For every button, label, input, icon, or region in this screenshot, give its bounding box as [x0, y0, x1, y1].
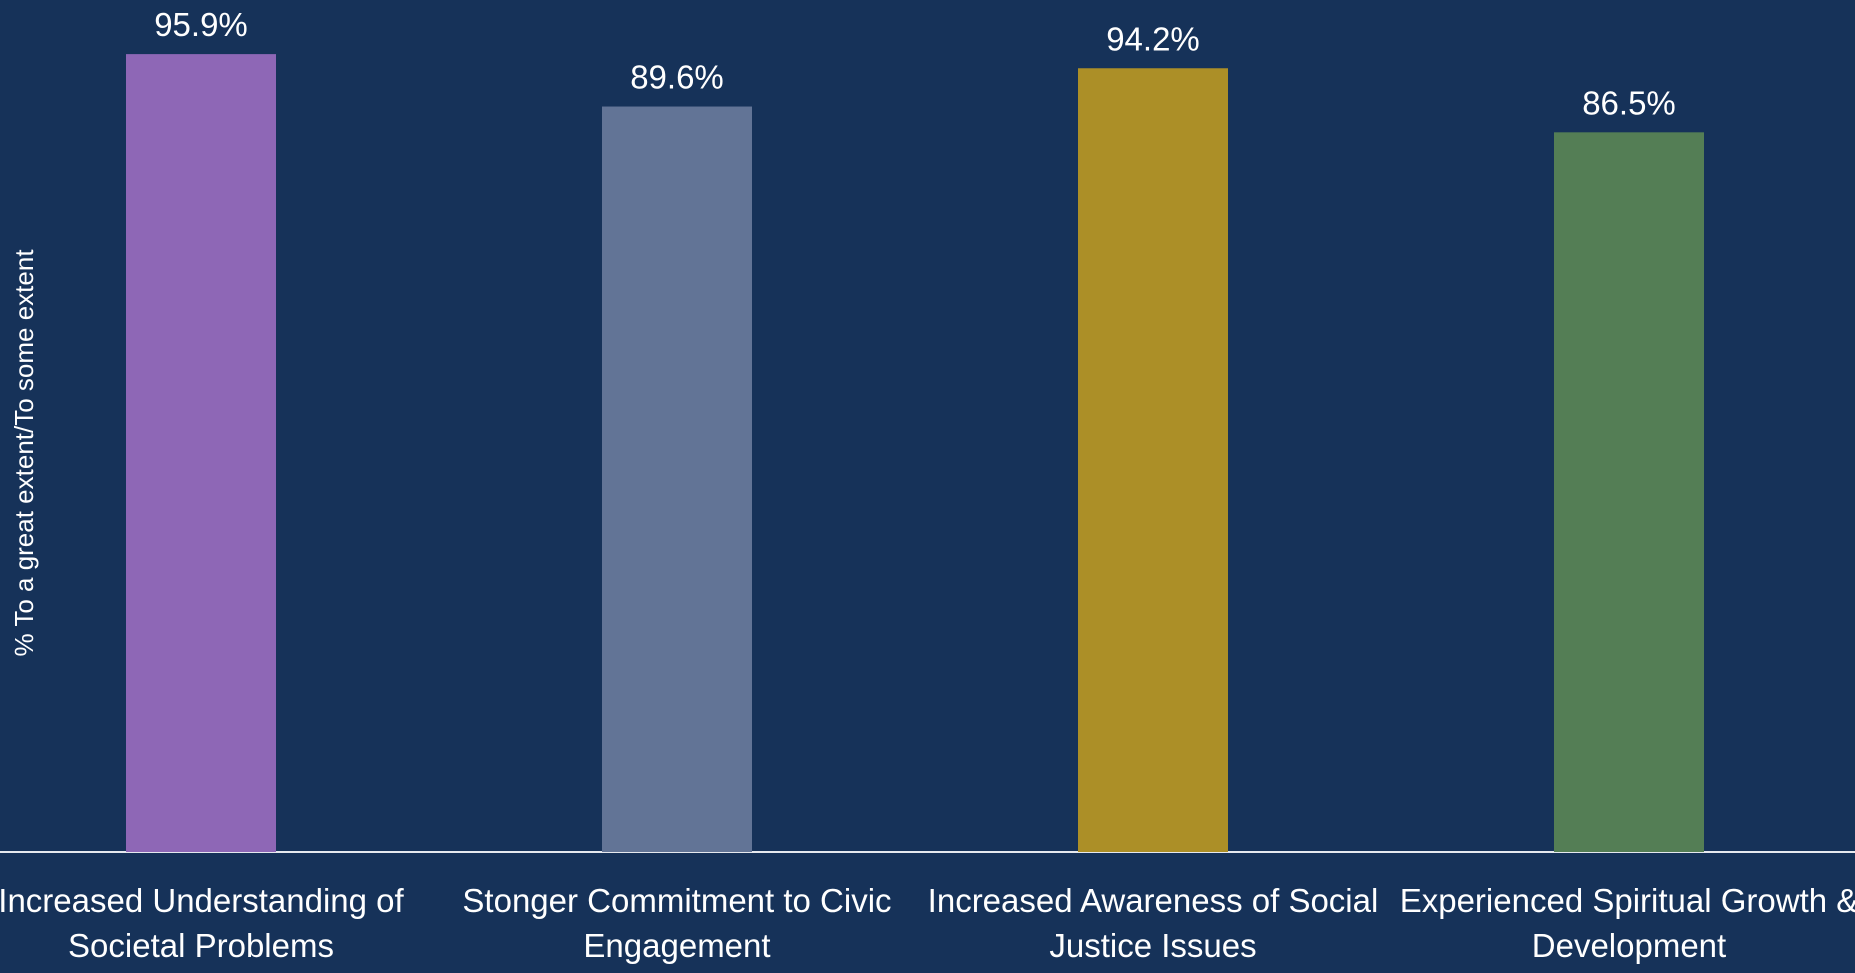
value-label: 86.5% — [1582, 84, 1676, 121]
bar — [1078, 68, 1228, 853]
bar — [126, 54, 276, 852]
value-label: 94.2% — [1106, 20, 1200, 57]
bar — [602, 106, 752, 852]
value-label: 89.6% — [630, 59, 724, 96]
x-tick-label: Experienced Spiritual Growth & Developme… — [1399, 882, 1855, 964]
x-tick-label: Stonger Commitment to Civic Engagement — [462, 882, 892, 964]
y-axis-label: % To a great extent/To some extent — [9, 249, 39, 657]
bar — [1554, 132, 1704, 852]
x-tick-label: Increased Awareness of Social Justice Is… — [927, 882, 1379, 964]
value-label: 95.9% — [154, 6, 248, 43]
x-tick-label: Increased Understanding of Societal Prob… — [0, 882, 404, 964]
